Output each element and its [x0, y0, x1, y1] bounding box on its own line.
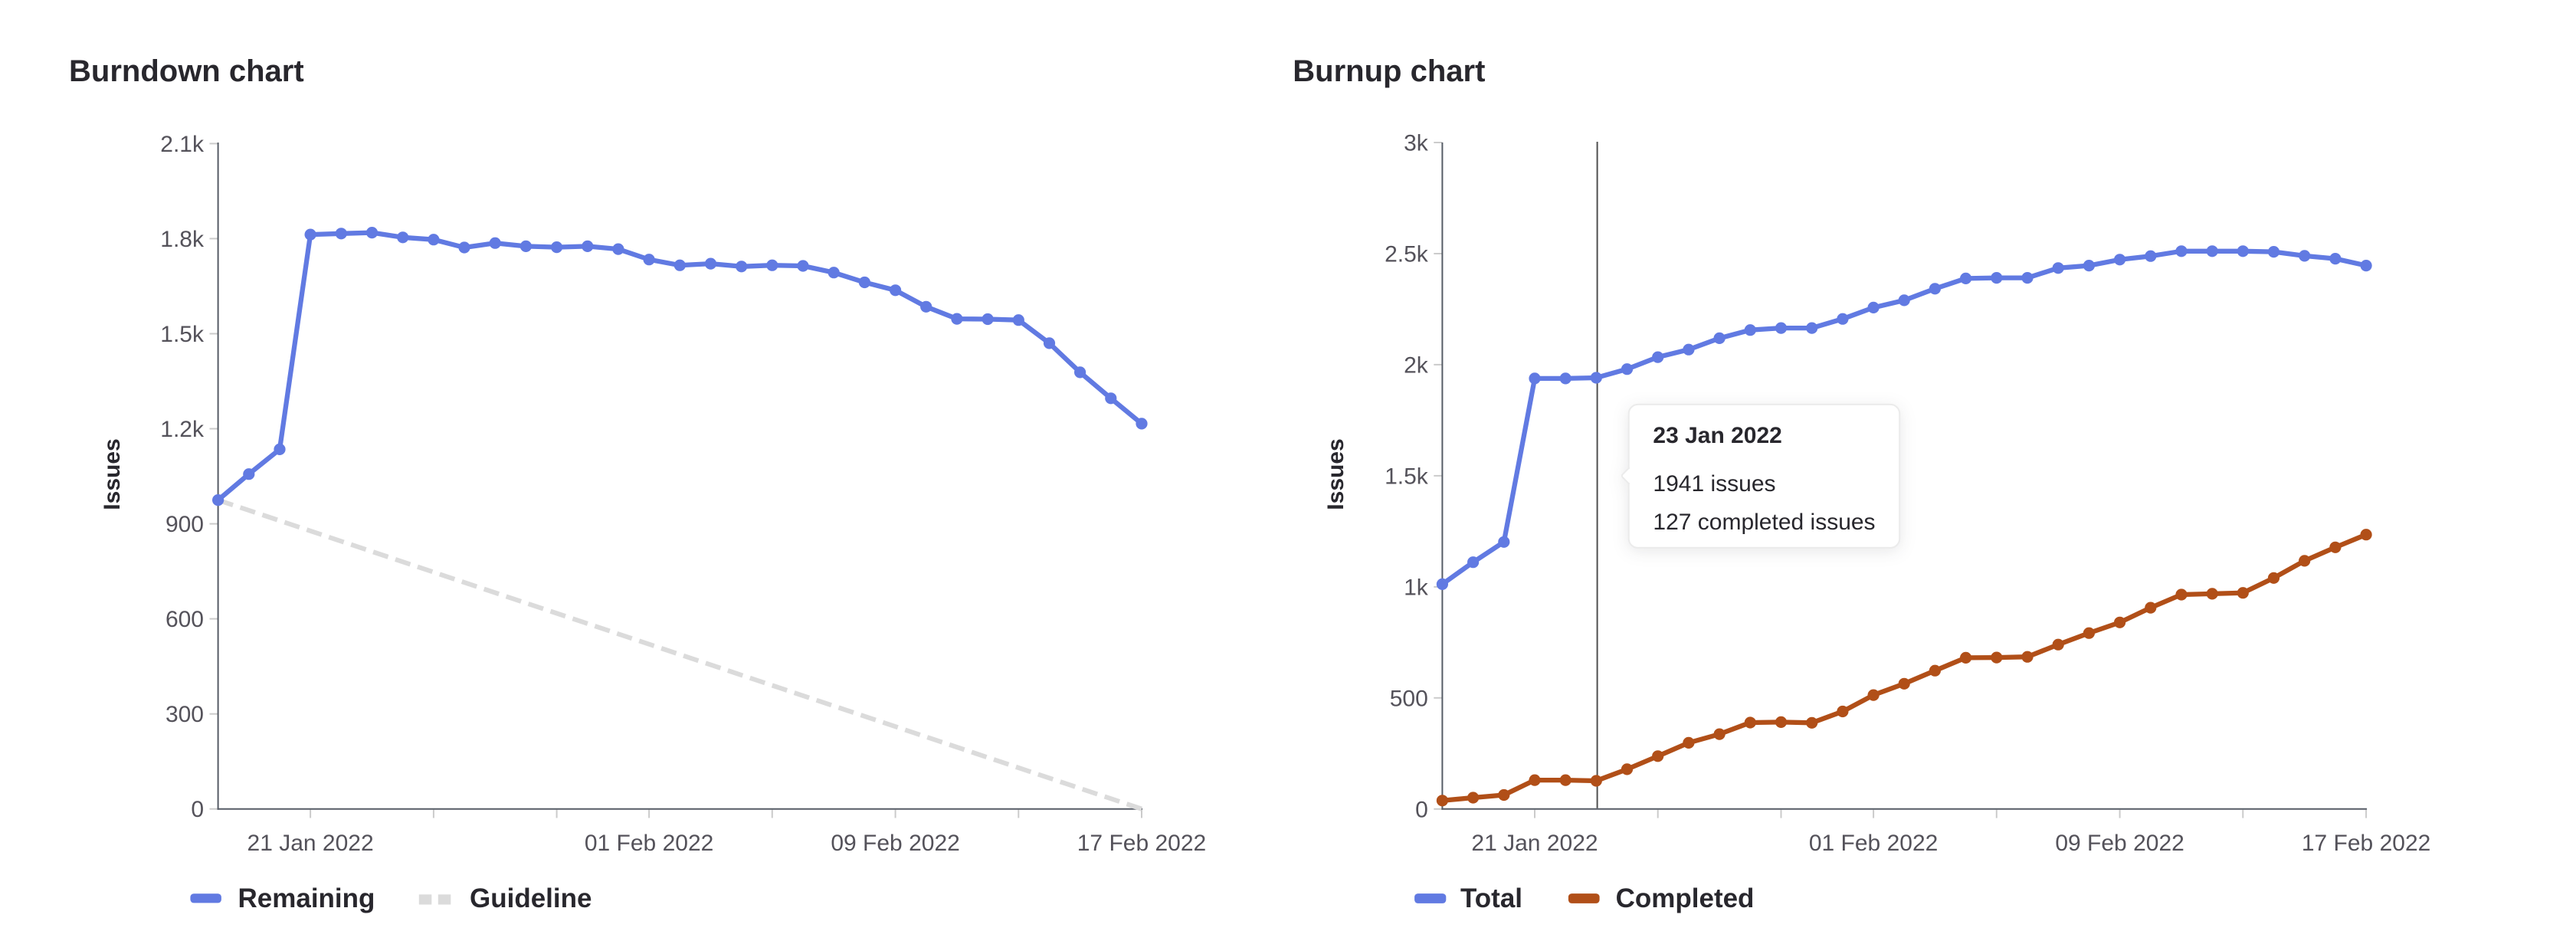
svg-text:Guideline: Guideline	[470, 883, 592, 913]
svg-text:21 Jan 2022: 21 Jan 2022	[247, 831, 374, 856]
svg-text:Total: Total	[1460, 883, 1522, 913]
svg-text:0: 0	[191, 797, 204, 822]
svg-text:17 Feb 2022: 17 Feb 2022	[1077, 831, 1206, 856]
svg-text:Completed: Completed	[1616, 883, 1755, 913]
svg-text:3k: 3k	[1404, 131, 1429, 156]
svg-text:Remaining: Remaining	[238, 883, 375, 913]
svg-text:01 Feb 2022: 01 Feb 2022	[1809, 831, 1938, 856]
svg-text:500: 500	[1390, 686, 1428, 711]
svg-text:Issues: Issues	[100, 438, 125, 510]
svg-text:600: 600	[166, 607, 204, 632]
svg-text:Issues: Issues	[1323, 438, 1349, 510]
svg-text:900: 900	[166, 512, 204, 537]
svg-text:2.1k: 2.1k	[160, 132, 205, 157]
svg-text:1.8k: 1.8k	[160, 227, 205, 252]
svg-text:21 Jan 2022: 21 Jan 2022	[1471, 831, 1598, 856]
svg-text:1.5k: 1.5k	[160, 322, 205, 347]
svg-text:01 Feb 2022: 01 Feb 2022	[585, 831, 713, 856]
svg-text:127 completed issues: 127 completed issues	[1653, 510, 1875, 535]
svg-text:Burndown chart: Burndown chart	[69, 54, 304, 88]
svg-text:09 Feb 2022: 09 Feb 2022	[831, 831, 959, 856]
svg-text:0: 0	[1415, 797, 1428, 822]
svg-text:23 Jan 2022: 23 Jan 2022	[1653, 423, 1781, 448]
svg-text:Burnup chart: Burnup chart	[1293, 54, 1485, 88]
svg-text:1.5k: 1.5k	[1385, 464, 1429, 489]
svg-text:1.2k: 1.2k	[160, 417, 205, 442]
svg-text:2k: 2k	[1404, 352, 1429, 378]
svg-text:09 Feb 2022: 09 Feb 2022	[2055, 831, 2184, 856]
svg-text:1941 issues: 1941 issues	[1653, 471, 1775, 497]
svg-text:1k: 1k	[1404, 575, 1429, 600]
svg-text:300: 300	[166, 702, 204, 727]
svg-text:17 Feb 2022: 17 Feb 2022	[2302, 831, 2430, 856]
svg-text:2.5k: 2.5k	[1385, 242, 1429, 267]
